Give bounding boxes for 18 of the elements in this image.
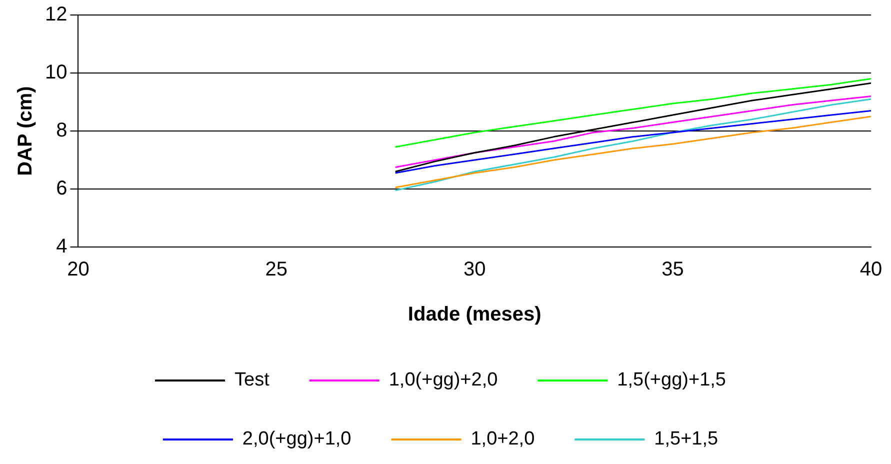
x-tick-label: 40 (860, 258, 882, 281)
x-tick-label: 25 (265, 258, 288, 281)
y-tick-label: 6 (56, 178, 68, 200)
legend-label: 1,0(+gg)+2,0 (388, 370, 498, 391)
x-axis-title: Idade (meses) (408, 304, 542, 326)
legend-label: 1,5+1,5 (654, 428, 718, 450)
y-tick-label: 12 (44, 4, 68, 26)
y-tick-label: 10 (44, 62, 68, 84)
legend-label: 1,0+2,0 (470, 428, 535, 450)
x-tick-label: 30 (464, 258, 486, 281)
legend-label: 2,0(+gg)+1,0 (242, 428, 352, 450)
y-tick-label: 8 (56, 120, 68, 142)
y-tick-label: 4 (56, 236, 68, 258)
y-axis-title: DAP (cm) (14, 86, 37, 176)
legend-label: 1,5(+gg)+1,5 (617, 370, 726, 391)
x-tick-label: 20 (67, 258, 90, 281)
legend-label: Test (234, 370, 270, 391)
x-tick-label: 35 (662, 258, 684, 281)
